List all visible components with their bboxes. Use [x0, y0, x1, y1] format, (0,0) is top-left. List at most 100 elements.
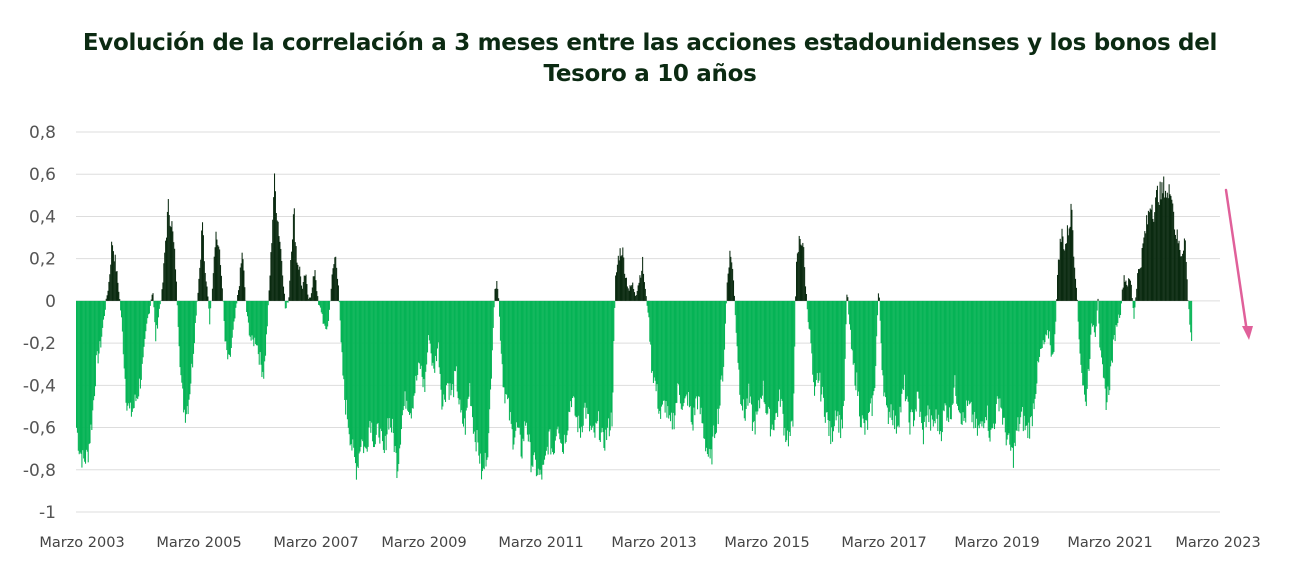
- negative-correlation-bar: [153, 300, 155, 308]
- negative-correlation-bar: [1018, 300, 1020, 432]
- negative-correlation-bar: [454, 300, 456, 372]
- positive-correlation-bar: [1182, 253, 1184, 301]
- negative-correlation-bar: [745, 300, 747, 410]
- negative-correlation-bar: [606, 300, 608, 441]
- negative-correlation-bar: [346, 300, 348, 400]
- positive-correlation-bar: [796, 261, 798, 301]
- negative-correlation-bar: [588, 300, 590, 415]
- negative-correlation-bar: [359, 300, 361, 452]
- negative-correlation-bar: [589, 300, 591, 426]
- negative-correlation-bar: [141, 300, 143, 364]
- negative-correlation-bar: [1036, 300, 1038, 384]
- positive-correlation-bar: [1125, 280, 1127, 301]
- negative-correlation-bar: [382, 300, 384, 450]
- negative-correlation-bar: [88, 300, 90, 445]
- negative-correlation-bar: [85, 300, 87, 464]
- negative-correlation-bar: [260, 300, 262, 365]
- negative-correlation-bar: [247, 300, 249, 317]
- negative-correlation-bar: [246, 300, 248, 312]
- negative-correlation-bar: [94, 300, 96, 397]
- positive-correlation-bar: [616, 272, 618, 301]
- negative-correlation-bar: [987, 300, 989, 431]
- negative-correlation-bar: [748, 300, 750, 384]
- negative-correlation-bar: [324, 300, 326, 326]
- negative-correlation-bar: [249, 300, 251, 337]
- negative-correlation-bar: [648, 300, 650, 318]
- positive-correlation-bar: [634, 292, 636, 301]
- negative-correlation-bar: [896, 300, 898, 427]
- negative-correlation-bar: [652, 300, 654, 371]
- negative-correlation-bar: [134, 300, 136, 395]
- y-tick-label: 0: [45, 292, 56, 312]
- negative-correlation-bar: [646, 300, 648, 306]
- negative-correlation-bar: [1113, 300, 1115, 336]
- negative-correlation-bar: [436, 300, 438, 362]
- negative-correlation-bar: [223, 300, 225, 321]
- positive-correlation-bar: [292, 239, 294, 301]
- negative-correlation-bar: [885, 300, 887, 398]
- negative-correlation-bar: [506, 300, 508, 395]
- negative-correlation-bar: [522, 300, 524, 439]
- negative-correlation-bar: [768, 300, 770, 407]
- negative-correlation-bar: [148, 300, 150, 315]
- negative-correlation-bar: [129, 300, 131, 409]
- negative-correlation-bar: [593, 300, 595, 433]
- negative-correlation-bar: [910, 300, 912, 413]
- positive-correlation-bar: [796, 253, 798, 301]
- positive-correlation-bar: [1171, 199, 1173, 301]
- negative-correlation-bar: [662, 300, 664, 401]
- negative-correlation-bar: [558, 300, 560, 434]
- positive-correlation-bar: [1177, 243, 1179, 301]
- negative-correlation-bar: [81, 300, 83, 468]
- negative-correlation-bar: [724, 300, 726, 324]
- positive-correlation-bar: [1149, 208, 1151, 301]
- positive-correlation-bar: [112, 245, 114, 301]
- negative-correlation-bar: [780, 300, 782, 399]
- positive-correlation-bar: [274, 173, 276, 301]
- negative-correlation-bar: [716, 300, 718, 409]
- negative-correlation-bar: [661, 300, 663, 405]
- negative-correlation-bar: [451, 300, 453, 390]
- negative-correlation-bar: [664, 300, 666, 413]
- negative-correlation-bar: [979, 300, 981, 424]
- negative-correlation-bar: [1093, 300, 1095, 333]
- negative-correlation-bar: [395, 300, 397, 453]
- negative-correlation-bar: [156, 300, 158, 326]
- positive-correlation-bar: [241, 252, 243, 301]
- positive-correlation-bar: [270, 252, 272, 301]
- negative-correlation-bar: [513, 300, 515, 445]
- positive-correlation-bar: [847, 297, 849, 301]
- negative-correlation-bar: [861, 300, 863, 416]
- positive-correlation-bar: [1183, 238, 1185, 301]
- negative-correlation-bar: [1024, 300, 1026, 431]
- y-axis-labels: 0,8 0,6 0,4 0,2 0 -0,2 -0,4 -0,6 -0,8 -1: [23, 123, 56, 523]
- negative-correlation-bar: [808, 300, 810, 329]
- positive-correlation-bar: [330, 288, 332, 301]
- negative-correlation-bar: [605, 300, 607, 430]
- negative-correlation-bar: [183, 300, 185, 413]
- negative-correlation-bar: [680, 300, 682, 409]
- positive-correlation-bar: [1075, 287, 1077, 301]
- negative-correlation-bar: [707, 300, 709, 457]
- positive-correlation-bar: [202, 235, 204, 301]
- negative-correlation-bar: [865, 300, 867, 421]
- negative-correlation-bar: [666, 300, 668, 418]
- positive-correlation-bar: [1064, 250, 1066, 301]
- negative-correlation-bar: [898, 300, 900, 428]
- negative-correlation-bar: [122, 300, 124, 355]
- negative-correlation-bar: [976, 300, 978, 436]
- negative-correlation-bar: [811, 300, 813, 354]
- negative-correlation-bar: [354, 300, 356, 458]
- negative-correlation-bar: [544, 300, 546, 460]
- positive-correlation-bar: [643, 273, 645, 301]
- positive-correlation-bar: [220, 275, 222, 301]
- negative-correlation-bar: [913, 300, 915, 427]
- negative-correlation-bar: [831, 300, 833, 428]
- positive-correlation-bar: [1127, 286, 1129, 301]
- positive-correlation-bar: [217, 245, 219, 301]
- negative-correlation-bar: [954, 300, 956, 376]
- positive-correlation-bar: [1160, 199, 1162, 301]
- negative-correlation-bar: [139, 300, 141, 389]
- negative-correlation-bar: [544, 300, 546, 456]
- negative-correlation-bar: [895, 300, 897, 434]
